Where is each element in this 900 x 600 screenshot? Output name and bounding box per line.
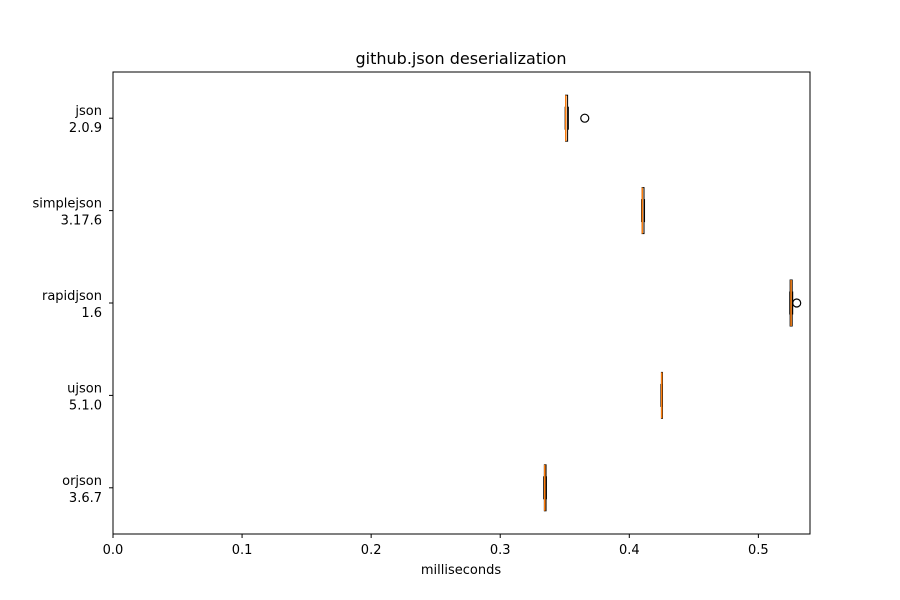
x-tick-label: 0.3 (490, 543, 511, 558)
y-tick-label-name: ujson (67, 381, 102, 396)
box-group-ujson (660, 371, 663, 419)
y-tick-label-name: json (74, 104, 102, 119)
y-tick-label-version: 3.17.6 (61, 214, 102, 229)
box-group-simplejson (641, 187, 646, 235)
plot-area (112, 71, 811, 535)
box-group-json (564, 94, 590, 142)
x-tick-label: 0.0 (103, 543, 124, 558)
y-tick-label-name: simplejson (33, 197, 103, 212)
outlier-point (792, 298, 802, 308)
chart-title: github.json deserialization (356, 49, 567, 68)
y-tick-label-name: rapidjson (42, 289, 102, 304)
y-tick-label-version: 5.1.0 (69, 398, 102, 413)
x-tick-label: 0.2 (361, 543, 382, 558)
y-tick-label-version: 3.6.7 (69, 491, 102, 506)
x-axis-ticks: 0.0 0.1 0.2 0.3 0.4 0.5 (103, 534, 769, 558)
x-tick-label: 0.5 (748, 543, 769, 558)
x-tick-label: 0.4 (619, 543, 640, 558)
x-tick-label: 0.1 (232, 543, 253, 558)
outlier-point (580, 113, 590, 123)
y-tick-label-name: orjson (62, 474, 102, 489)
box-group-orjson (543, 464, 547, 512)
y-tick-label-version: 2.0.9 (69, 121, 102, 136)
y-axis-ticks: json 2.0.9 simplejson 3.17.6 rapidjson 1.6 ujs… (33, 104, 113, 506)
y-tick-label-version: 1.6 (81, 306, 102, 321)
box-group-rapidjson (789, 279, 802, 327)
chart-marks (543, 94, 802, 512)
x-axis-label: milliseconds (421, 563, 501, 578)
